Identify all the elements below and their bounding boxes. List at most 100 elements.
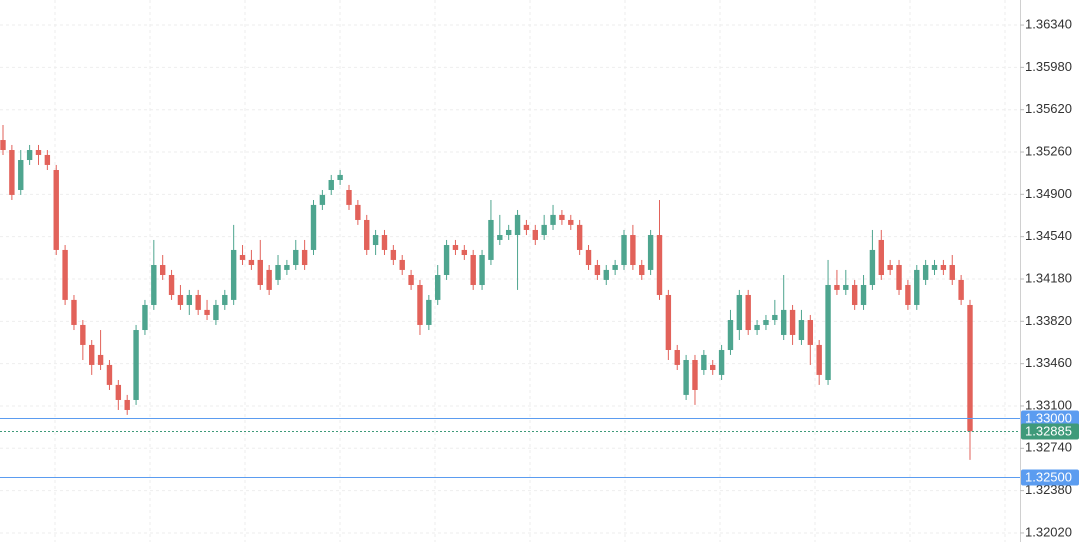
candle-body — [89, 344, 95, 365]
candle-body — [807, 320, 814, 345]
candle-body — [621, 235, 627, 266]
candle-body — [159, 265, 166, 275]
candle-body — [505, 229, 512, 236]
candle-body — [355, 204, 361, 220]
candle-body — [97, 354, 104, 365]
candle-body — [18, 160, 24, 190]
y-tick-label: 1.32740 — [1025, 440, 1072, 455]
price-label-box — [1021, 410, 1079, 427]
y-tick-label: 1.33820 — [1025, 313, 1072, 328]
candle-body — [860, 284, 867, 305]
candle-body — [408, 274, 414, 285]
candle-body — [222, 294, 228, 305]
candle-body — [266, 269, 272, 290]
candle-body — [435, 274, 441, 300]
candle-body — [195, 294, 201, 310]
candle-body — [701, 354, 707, 370]
candle-body — [647, 235, 654, 270]
candle-body — [62, 249, 68, 300]
candle-body — [372, 235, 379, 246]
candle-body — [825, 284, 831, 380]
candle-body — [887, 265, 893, 270]
candle-body — [71, 299, 77, 325]
candle-body — [656, 235, 663, 295]
candle-body — [106, 364, 113, 385]
candle-body — [319, 194, 326, 205]
candle-body — [692, 360, 698, 390]
candle-body — [568, 219, 574, 225]
candle-body — [0, 140, 6, 151]
candle-body — [834, 284, 840, 290]
candle-body — [789, 309, 796, 335]
candle-body — [780, 309, 787, 335]
candle-body — [665, 294, 672, 351]
candle-body — [718, 350, 725, 375]
candle-body — [177, 294, 184, 305]
candle-body — [612, 265, 618, 270]
candle-body — [390, 249, 397, 260]
candle-body — [967, 304, 973, 432]
candle-body — [851, 284, 858, 305]
candle-body — [346, 189, 352, 205]
y-tick-label: 1.36340 — [1025, 16, 1072, 31]
candle-body — [550, 214, 556, 225]
candle-body — [896, 265, 902, 290]
candle-body — [417, 284, 423, 325]
candle-body — [124, 399, 130, 410]
candle-body — [523, 224, 530, 230]
candle-body — [80, 324, 86, 345]
candle-body — [594, 265, 601, 275]
candle-body — [115, 384, 122, 400]
candle-body — [337, 174, 343, 181]
candle-body — [275, 265, 281, 280]
candle-body — [452, 245, 459, 250]
y-tick-label: 1.35980 — [1025, 59, 1072, 74]
y-tick-label: 1.33460 — [1025, 355, 1072, 370]
candle-body — [798, 320, 805, 341]
candle-body — [257, 259, 263, 285]
candle-body — [230, 249, 237, 300]
candle-body — [213, 304, 219, 321]
candle-body — [931, 265, 938, 270]
candle-body — [364, 219, 370, 250]
candle-body — [301, 249, 308, 266]
candle-body — [310, 204, 317, 250]
candle-body — [26, 150, 33, 161]
candle-body — [922, 265, 929, 280]
candle-body — [514, 214, 521, 236]
candle-body — [576, 224, 583, 250]
candle-body — [443, 245, 450, 275]
candle-body — [479, 255, 485, 285]
candle-body — [470, 255, 476, 285]
price-label-box — [1021, 423, 1079, 440]
candle-body — [585, 249, 592, 266]
candle-body — [816, 344, 822, 375]
candle-body — [940, 265, 947, 270]
candle-body — [745, 294, 751, 331]
candle-body — [710, 364, 716, 370]
candle-body — [142, 304, 148, 331]
candle-body — [151, 265, 157, 305]
candle-body — [328, 180, 334, 190]
candle-body — [754, 324, 760, 331]
candle-body — [843, 284, 849, 290]
candle-body — [9, 150, 15, 195]
candle-body — [35, 150, 42, 155]
candle-body — [683, 360, 689, 395]
candle-body — [674, 350, 680, 365]
candle-body — [905, 284, 911, 305]
candle-body — [44, 154, 51, 165]
y-tick-label: 1.34540 — [1025, 228, 1072, 243]
price-label: 1.33000 — [1025, 410, 1072, 425]
candle-body — [186, 294, 193, 305]
candle-body — [541, 224, 547, 236]
candle-body — [603, 269, 609, 280]
candle-body — [426, 299, 432, 325]
y-tick-label: 1.32380 — [1025, 482, 1072, 497]
candle-body — [559, 214, 565, 220]
candle-body — [204, 309, 210, 315]
candle-body — [736, 294, 743, 331]
candle-body — [53, 170, 59, 250]
candle-body — [630, 235, 636, 266]
